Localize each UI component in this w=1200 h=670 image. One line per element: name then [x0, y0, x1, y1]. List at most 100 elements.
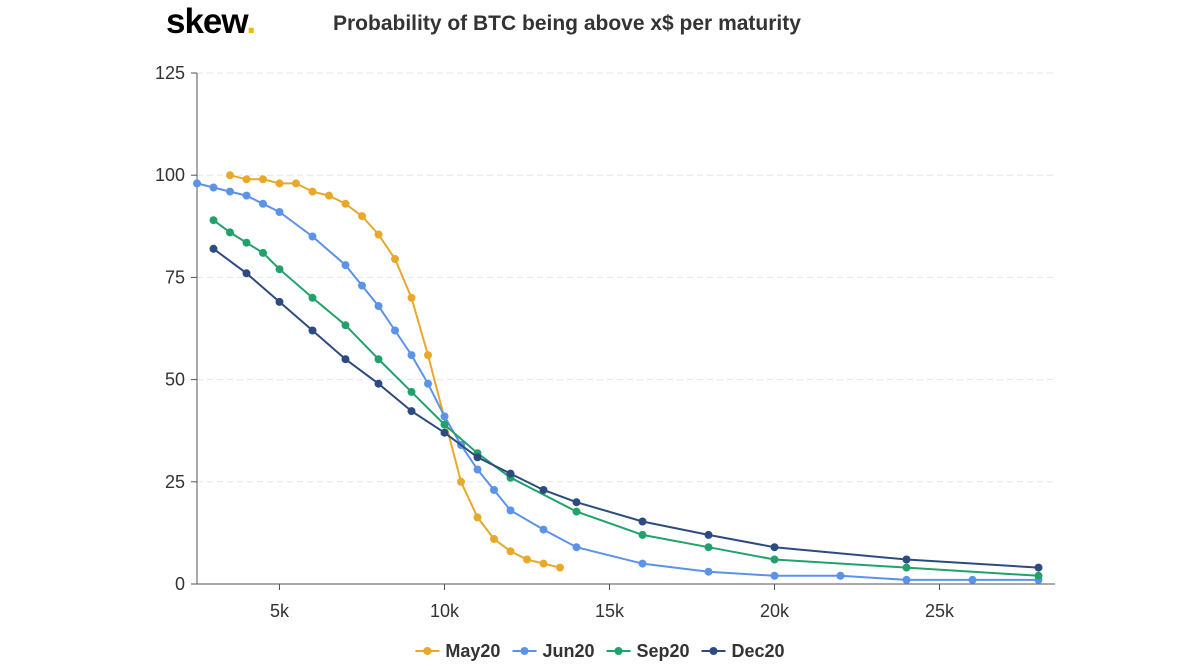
- data-point: [374, 355, 383, 364]
- data-point: [275, 179, 284, 188]
- data-point: [506, 547, 515, 556]
- data-point: [638, 530, 647, 539]
- legend-item-jun20[interactable]: Jun20: [512, 641, 595, 661]
- data-point: [226, 228, 234, 237]
- series-may20: [226, 171, 564, 572]
- legend[interactable]: May20 Jun20 Sep20 Dec20: [415, 641, 785, 661]
- data-point: [242, 191, 251, 200]
- data-point: [704, 567, 713, 576]
- data-point: [539, 486, 548, 494]
- data-point: [341, 261, 350, 270]
- data-point: [374, 379, 383, 388]
- legend-marker: [423, 647, 432, 655]
- y-tick-label: 100: [155, 165, 185, 185]
- data-point: [902, 563, 911, 572]
- data-point: [308, 187, 317, 196]
- data-point: [424, 379, 432, 388]
- data-point: [259, 199, 267, 208]
- data-point: [308, 326, 317, 335]
- data-point: [275, 208, 284, 216]
- data-point: [341, 355, 350, 364]
- data-point: [968, 575, 977, 584]
- data-point: [209, 244, 218, 253]
- data-point: [275, 265, 284, 274]
- data-point: [259, 248, 267, 257]
- data-point: [275, 297, 284, 306]
- series-line-dec20: [212, 247, 1039, 569]
- logo-dot: .: [246, 2, 256, 41]
- data-point: [341, 199, 350, 208]
- data-point: [308, 232, 317, 241]
- data-point: [325, 191, 333, 200]
- data-point: [226, 187, 234, 196]
- data-point: [902, 575, 911, 584]
- data-point: [226, 171, 234, 180]
- y-tick-label: 50: [165, 370, 185, 390]
- data-point: [1034, 563, 1043, 572]
- data-point: [473, 513, 482, 522]
- data-point: [358, 212, 366, 221]
- data-point: [770, 571, 779, 580]
- data-point: [209, 216, 218, 225]
- data-point: [457, 477, 465, 486]
- data-point: [473, 465, 482, 474]
- data-point: [572, 543, 581, 552]
- data-point: [374, 302, 383, 310]
- data-point: [490, 486, 498, 494]
- data-point: [539, 559, 548, 568]
- y-tick-label: 0: [175, 574, 185, 594]
- legend-item-dec20[interactable]: Dec20: [701, 641, 785, 661]
- x-tick-label: 5k: [270, 601, 290, 621]
- data-point: [407, 293, 416, 302]
- data-point: [242, 238, 251, 247]
- data-point: [259, 175, 267, 184]
- series-line-sep20: [212, 219, 1039, 577]
- series-lines: [193, 171, 1043, 584]
- data-point: [1034, 571, 1043, 580]
- data-point: [407, 407, 416, 416]
- data-point: [770, 543, 779, 552]
- grid: [197, 72, 1055, 483]
- data-point: [440, 428, 449, 437]
- chart-title: Probability of BTC being above x$ per ma…: [333, 12, 801, 35]
- data-point: [308, 293, 317, 302]
- y-tick-label: 75: [165, 267, 185, 287]
- data-point: [572, 507, 581, 516]
- data-point: [770, 555, 779, 564]
- data-point: [572, 498, 581, 507]
- series-jun20: [193, 179, 1043, 584]
- data-point: [242, 269, 251, 278]
- skew-logo: skew.: [166, 2, 256, 42]
- data-point: [424, 351, 432, 360]
- x-tick-label: 15k: [595, 601, 625, 621]
- x-tick-label: 25k: [925, 601, 955, 621]
- data-point: [341, 321, 350, 330]
- legend-item-may20[interactable]: May20: [415, 641, 500, 661]
- data-point: [539, 525, 548, 534]
- data-point: [440, 420, 449, 429]
- series-sep20: [209, 216, 1043, 580]
- data-point: [473, 453, 482, 462]
- data-point: [374, 230, 383, 239]
- data-point: [836, 571, 845, 580]
- data-point: [704, 530, 713, 539]
- data-point: [902, 555, 911, 564]
- legend-item-sep20[interactable]: Sep20: [606, 641, 690, 661]
- data-point: [556, 563, 564, 572]
- data-point: [506, 506, 515, 515]
- series-line-jun20: [196, 182, 1039, 581]
- data-point: [358, 281, 366, 290]
- data-point: [506, 469, 515, 478]
- data-point: [407, 351, 416, 360]
- x-tick-label: 10k: [430, 601, 460, 621]
- legend-label: Dec20: [732, 641, 785, 661]
- data-point: [391, 326, 399, 335]
- x-tick-label: 20k: [760, 601, 790, 621]
- legend-label: May20: [445, 641, 500, 661]
- data-point: [193, 179, 201, 188]
- axes: 0 25 50 75 100 125 5k 10k 15k 20k 25k: [155, 63, 1055, 621]
- logo-text: skew: [166, 2, 247, 41]
- legend-label: Jun20: [543, 641, 595, 661]
- data-point: [523, 555, 531, 564]
